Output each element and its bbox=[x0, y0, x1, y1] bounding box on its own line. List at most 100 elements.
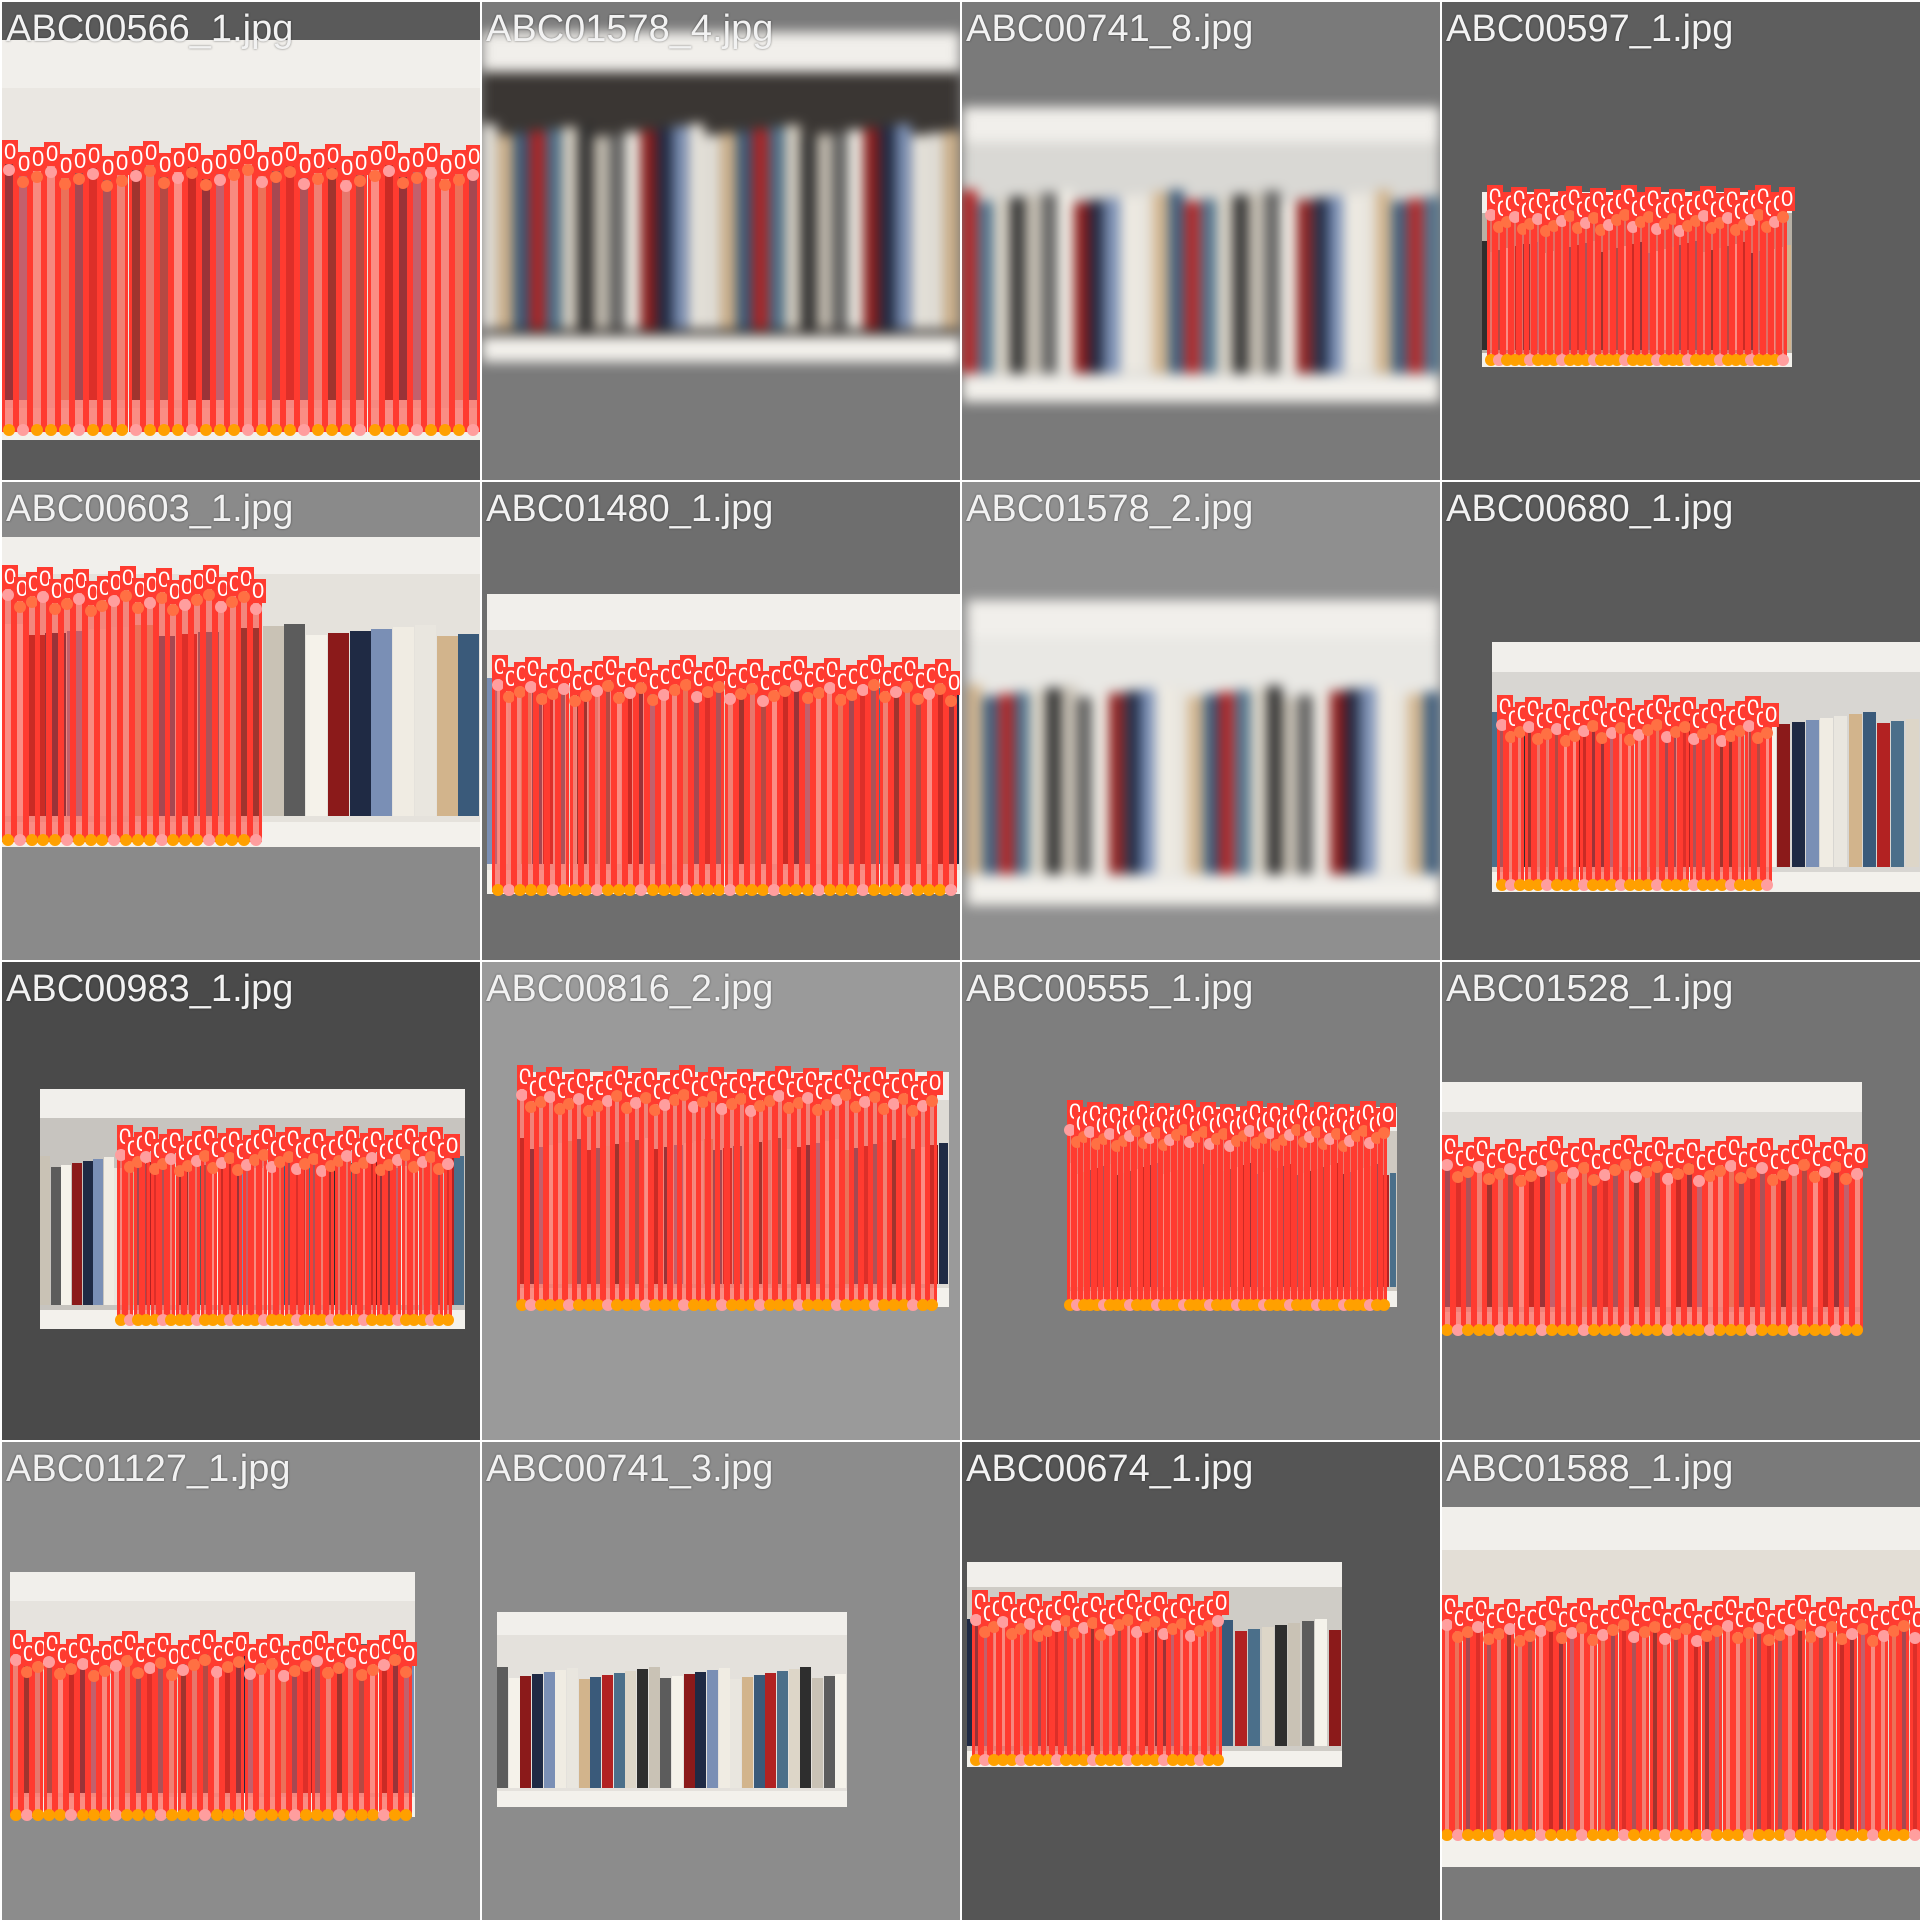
book-spine bbox=[1376, 190, 1391, 373]
keypoint-bottom bbox=[88, 1809, 100, 1821]
keypoint-top bbox=[591, 685, 603, 697]
image-tile[interactable]: ABC01578_4.jpg bbox=[482, 2, 960, 480]
spine-bounding-box bbox=[517, 1077, 527, 1307]
keypoint-bottom bbox=[1462, 1324, 1474, 1336]
spine-bounding-box bbox=[132, 590, 144, 842]
keypoint-top bbox=[87, 168, 99, 180]
keypoint-bottom bbox=[1567, 1324, 1579, 1336]
spine-bounding-box bbox=[297, 166, 311, 432]
keypoint-top bbox=[544, 1091, 556, 1103]
image-tile[interactable]: ABC00680_1.jpg00000000000000000000000000… bbox=[1442, 482, 1920, 960]
book-spine bbox=[1265, 191, 1280, 373]
spine-bounding-box bbox=[73, 581, 85, 842]
spine-bounding-box bbox=[352, 1150, 360, 1322]
keypoint-bottom bbox=[1483, 1324, 1495, 1336]
keypoint-bottom bbox=[536, 884, 548, 896]
spine-bounding-box bbox=[1858, 1611, 1868, 1837]
keypoint-bottom bbox=[158, 424, 170, 436]
book-spine bbox=[458, 634, 479, 816]
spine-bounding-box bbox=[323, 1655, 334, 1817]
keypoint-bottom bbox=[278, 1809, 290, 1821]
book-spine bbox=[705, 135, 720, 329]
keypoint-bottom bbox=[1378, 1299, 1390, 1311]
keypoint-bottom bbox=[65, 1809, 77, 1821]
image-tile[interactable]: ABC00741_3.jpg bbox=[482, 1442, 960, 1920]
keypoint-bottom bbox=[1596, 879, 1608, 891]
spine-bounding-box bbox=[1868, 1623, 1878, 1837]
spine-bounding-box bbox=[935, 671, 946, 892]
keypoint-bottom bbox=[132, 1809, 144, 1821]
image-tile[interactable]: ABC01127_1.jpg 0 0 0 0 0 0 0 0 0 0 0 0 0 0 0 0 0 0 0 0 0 0 0 0 0 0… bbox=[2, 1442, 480, 1920]
spine-bounding-box bbox=[924, 676, 935, 892]
image-tile[interactable]: ABC00816_2.jpg00000000000000000000000000… bbox=[482, 962, 960, 1440]
keypoint-bottom bbox=[425, 424, 437, 436]
spine-bounding-box bbox=[1577, 1610, 1587, 1837]
keypoint-top bbox=[1878, 1630, 1890, 1642]
image-tile[interactable]: ABC00566_1.jpg 0 0 0 0 0 0 0 0 0 0 0 0 0 0 0 0 0 0 0 0 0 0 0 0 0 0… bbox=[2, 2, 480, 480]
image-tile[interactable]: ABC01480_1.jpg 0 0 0 0 0 0 0 0 0 0 0 0 0 0 0 0 0 0 0 0 0 0 0 0 0 0… bbox=[482, 482, 960, 960]
image-tile[interactable]: ABC00555_1.jpg00000000000000000000000000… bbox=[962, 962, 1440, 1440]
spine-class-tag: 0 bbox=[410, 147, 427, 172]
keypoint-top bbox=[1588, 212, 1600, 224]
book-spine bbox=[1010, 197, 1025, 373]
image-tile[interactable]: ABC01588_1.jpg 0 0 0 0 0 0 0 0 0 0 0 0 0 0 0 0 0 0 0 0 0 0 0 0 0 0… bbox=[1442, 1442, 1920, 1920]
image-tile[interactable]: ABC00983_1.jpg00000000000000000000000000… bbox=[2, 962, 480, 1440]
keypoint-top bbox=[1763, 1634, 1775, 1646]
book-spine bbox=[590, 1677, 601, 1788]
keypoint-top bbox=[191, 594, 203, 606]
keypoint-top bbox=[1578, 1162, 1590, 1174]
spine-bounding-box bbox=[1124, 1602, 1133, 1762]
keypoint-bottom bbox=[635, 884, 647, 896]
spine-class-tag: 0 bbox=[1910, 1608, 1920, 1632]
spine-bounding-box bbox=[581, 678, 592, 892]
keypoint-top bbox=[73, 173, 85, 185]
image-tile[interactable]: ABC00597_1.jpg00000000000000000000000000… bbox=[1442, 2, 1920, 480]
spine-bounding-box bbox=[245, 1656, 256, 1817]
keypoint-top bbox=[101, 180, 113, 192]
keypoint-top bbox=[144, 1662, 156, 1674]
image-tile[interactable]: ABC01528_1.jpg 0 0 0 0 0 0 0 0 0 0 0 0 0 0 0 0 0 0 0 0 0 0 0 0 0 0… bbox=[1442, 962, 1920, 1440]
spine-bounding-box bbox=[72, 161, 86, 432]
keypoint-bottom bbox=[1524, 1829, 1536, 1841]
book-spine bbox=[994, 199, 1009, 373]
spine-bounding-box bbox=[58, 166, 72, 432]
spine-bounding-box bbox=[250, 591, 262, 842]
shelf-plank bbox=[10, 1572, 415, 1601]
keypoint-top bbox=[1643, 211, 1655, 223]
keypoint-top bbox=[21, 1666, 33, 1678]
spine-bounding-box bbox=[870, 1079, 880, 1307]
keypoint-bottom bbox=[1576, 1829, 1588, 1841]
book-spine bbox=[824, 1676, 835, 1788]
book-spine bbox=[1221, 1620, 1233, 1746]
keypoint-top bbox=[1525, 1170, 1537, 1182]
keypoint-bottom bbox=[907, 1299, 919, 1311]
spine-class-tag: 0 bbox=[311, 148, 328, 173]
keypoint-bottom bbox=[1452, 1829, 1464, 1841]
spine-bounding-box bbox=[927, 1083, 937, 1307]
image-tile[interactable]: ABC01578_2.jpg bbox=[962, 482, 1440, 960]
keypoint-top bbox=[425, 167, 437, 179]
shelf-plank bbox=[967, 600, 1440, 637]
book-spine bbox=[742, 1677, 753, 1788]
image-tile[interactable]: ABC00741_8.jpg bbox=[962, 2, 1440, 480]
spine-class-tag: 0 bbox=[269, 146, 286, 171]
tile-filename: ABC00741_8.jpg bbox=[966, 8, 1254, 50]
book-spine bbox=[1262, 1627, 1274, 1746]
keypoint-top bbox=[802, 1092, 814, 1104]
keypoint-top bbox=[278, 1670, 290, 1682]
keypoint-top bbox=[1515, 1175, 1527, 1187]
image-tile[interactable]: ABC00674_1.jpg00000000000000000000000000… bbox=[962, 1442, 1440, 1920]
book-spine bbox=[753, 129, 768, 329]
spine-bounding-box bbox=[1691, 1623, 1701, 1837]
keypoint-top bbox=[226, 596, 238, 608]
keypoint-top bbox=[1546, 1160, 1558, 1172]
keypoint-bottom bbox=[1546, 1324, 1558, 1336]
book-spine bbox=[520, 1676, 531, 1788]
spine-class-tag: 0 bbox=[44, 141, 61, 166]
book-spine bbox=[1153, 192, 1168, 373]
spine-bounding-box bbox=[660, 1087, 670, 1307]
keypoint-top bbox=[1826, 1621, 1838, 1633]
spine-bounding-box bbox=[410, 160, 424, 432]
image-tile[interactable]: ABC00603_1.jpg 0 0 0 0 0 0 0 0 0 0 0 0 0 0 0 0 0 0 0 0 0 0 bbox=[2, 482, 480, 960]
